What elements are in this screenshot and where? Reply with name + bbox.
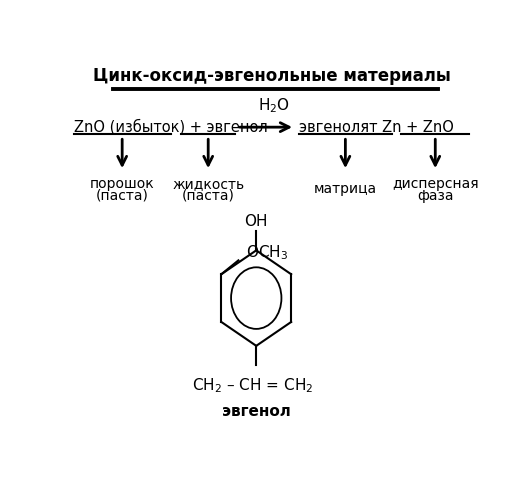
Text: фаза: фаза — [417, 189, 453, 202]
Text: матрица: матрица — [314, 182, 377, 196]
Text: CH$_2$ – CH = CH$_2$: CH$_2$ – CH = CH$_2$ — [192, 377, 313, 395]
Text: дисперсная: дисперсная — [392, 177, 478, 191]
Text: порошок: порошок — [90, 177, 155, 191]
Text: OCH$_3$: OCH$_3$ — [246, 244, 288, 262]
Text: (паста): (паста) — [96, 189, 149, 202]
Text: эвгенолят Zn + ZnO: эвгенолят Zn + ZnO — [299, 120, 454, 135]
Text: ZnO (избыток) + эвгенол: ZnO (избыток) + эвгенол — [74, 119, 268, 135]
Text: Цинк-оксид-эвгенольные материалы: Цинк-оксид-эвгенольные материалы — [93, 67, 451, 85]
Text: эвгенол: эвгенол — [222, 404, 290, 419]
Text: OH: OH — [244, 214, 268, 229]
Text: жидкость: жидкость — [172, 177, 244, 191]
Text: H$_2$O: H$_2$O — [258, 96, 290, 115]
Text: (паста): (паста) — [182, 189, 235, 202]
